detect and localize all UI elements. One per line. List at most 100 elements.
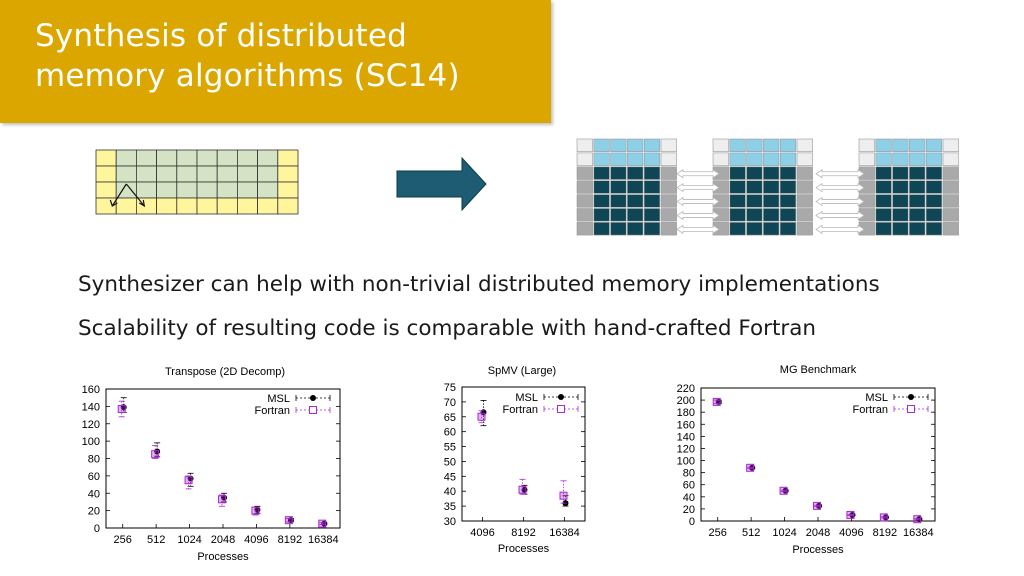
plot-frame — [461, 386, 586, 522]
double-arrow-icon — [815, 196, 865, 207]
data-point-msl — [287, 517, 294, 524]
grid-cell — [156, 149, 178, 167]
block-cell — [858, 138, 875, 152]
double-arrow-icon — [676, 182, 720, 193]
block-cell — [576, 222, 593, 236]
block-cell — [576, 180, 593, 194]
grid-cell — [236, 149, 258, 167]
block-cell — [610, 194, 627, 208]
block-cell — [643, 194, 661, 208]
stencil-arrow — [111, 183, 127, 207]
block-cell — [712, 208, 729, 222]
block-cell — [909, 194, 926, 208]
block-cell — [660, 152, 677, 166]
data-point-fortran — [477, 412, 486, 421]
block-cell — [858, 180, 875, 194]
x-tick-label: 4096 — [839, 527, 863, 539]
block-cell — [627, 208, 644, 222]
data-point-fortran — [218, 495, 226, 504]
block-cell — [858, 222, 875, 236]
block-cell — [729, 208, 746, 222]
data-point-msl — [521, 486, 528, 493]
block-cell — [892, 194, 909, 208]
double-arrow-icon — [676, 210, 720, 221]
legend-marker — [907, 405, 915, 413]
grid-cell — [156, 197, 178, 215]
legend-marker — [310, 395, 316, 401]
y-tick-label: 60 — [88, 471, 100, 483]
data-point-msl — [816, 502, 822, 509]
block-cell — [892, 208, 909, 222]
grid-cell — [216, 197, 238, 215]
block-cell — [576, 138, 593, 152]
grid-cell — [135, 181, 157, 199]
block-cell — [942, 208, 959, 222]
block-cell — [593, 222, 610, 236]
block-cell — [858, 208, 875, 222]
grid-cell — [95, 181, 117, 199]
x-tick-label: 2048 — [211, 534, 235, 546]
legend-marker — [557, 405, 565, 413]
data-point-msl — [154, 448, 161, 455]
grid-cell — [196, 149, 218, 167]
data-point-fortran — [184, 476, 193, 485]
block-cell — [796, 166, 813, 180]
block-cell — [660, 208, 677, 222]
block-cell — [875, 222, 892, 236]
double-arrow-icon — [676, 224, 720, 235]
legend-marker — [558, 394, 564, 400]
block-cell — [576, 194, 593, 208]
double-arrow-shape — [676, 210, 720, 221]
block-cell — [593, 194, 610, 208]
plot-frame — [700, 387, 936, 522]
y-tick-label: 140 — [82, 401, 100, 413]
data-point-fortran — [318, 519, 327, 528]
block-cell — [858, 194, 875, 208]
data-point-fortran — [779, 486, 788, 495]
block-cell — [942, 152, 959, 166]
block-cell — [779, 180, 797, 194]
y-tick-label: 45 — [444, 471, 456, 483]
block-cell — [593, 208, 610, 222]
y-tick-label: 160 — [677, 419, 695, 431]
data-point-msl — [480, 409, 487, 416]
block-cell — [712, 194, 729, 208]
block-cell — [909, 180, 926, 194]
stencil-arrow-head — [109, 199, 118, 207]
y-tick-label: 50 — [444, 456, 456, 468]
stencil-arrow-head — [138, 199, 146, 208]
block-cell — [892, 152, 909, 166]
block-cell — [763, 208, 780, 222]
data-point-fortran — [746, 463, 755, 472]
grid-cell — [135, 149, 157, 167]
data-point-msl — [221, 494, 227, 501]
y-tick-label: 55 — [444, 442, 456, 454]
block-cell — [712, 138, 729, 152]
grid-cell — [216, 149, 238, 167]
grid-cell — [277, 149, 299, 167]
grid-cell — [176, 181, 198, 199]
block-cell — [643, 180, 661, 194]
y-tick-label: 200 — [677, 395, 695, 407]
grid-cell — [135, 165, 157, 183]
block-cell — [796, 138, 813, 152]
block-cell — [796, 194, 813, 208]
data-point-msl — [916, 516, 923, 523]
y-tick-label: 70 — [444, 397, 456, 409]
block-cell — [627, 138, 644, 152]
block-cell — [746, 222, 763, 236]
grid-cell — [216, 165, 238, 183]
block-cell — [925, 180, 943, 194]
data-point-msl — [715, 398, 722, 405]
chart-title: MG Benchmark — [780, 364, 857, 376]
block-cell — [746, 138, 763, 152]
block-cell — [942, 138, 959, 152]
block-cell — [712, 180, 729, 194]
x-axis-label: Processes — [197, 551, 249, 563]
bullet-item: Synthesizer can help with non-trivial di… — [78, 272, 880, 297]
data-point-msl — [749, 464, 756, 471]
grid-cell — [277, 165, 299, 183]
block-cell — [875, 166, 892, 180]
data-point-fortran — [913, 515, 922, 524]
block-cell — [796, 152, 813, 166]
